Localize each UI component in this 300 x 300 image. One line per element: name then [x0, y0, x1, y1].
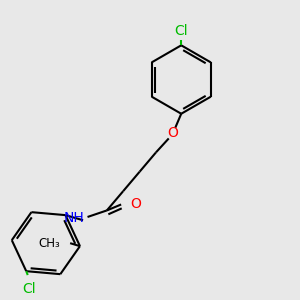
Text: Cl: Cl: [174, 24, 188, 38]
Text: O: O: [131, 197, 142, 212]
Text: Cl: Cl: [22, 282, 36, 296]
Text: CH₃: CH₃: [39, 237, 61, 250]
Text: O: O: [167, 126, 178, 140]
Text: NH: NH: [64, 211, 85, 225]
